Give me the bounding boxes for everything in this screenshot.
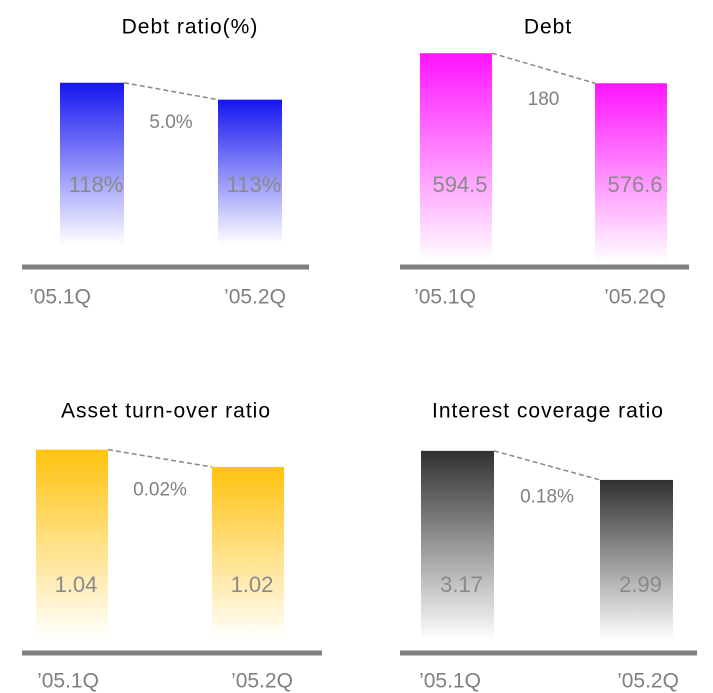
chart-title: Asset turn-over ratio [61,400,271,423]
bar [595,83,667,263]
value-label: 594.5 [432,172,487,197]
x-tick-label: ’05.1Q [414,286,476,309]
bar [212,466,284,640]
annotation: 180 [528,89,560,110]
value-label: 1.04 [55,572,98,597]
connector [491,52,596,84]
value-label: 1.02 [231,572,274,597]
value-label: 3.17 [440,572,483,597]
bar [60,82,124,245]
chart-title: Debt ratio(%) [122,16,259,39]
bar [36,449,108,640]
value-label: 118% [69,172,124,197]
bar [421,450,494,640]
bar [600,479,673,640]
chart-title: Interest coverage ratio [432,400,664,423]
x-tick-label: ’05.2Q [231,670,293,693]
annotation: 0.18% [520,486,574,507]
annotation: 5.0% [149,112,192,133]
bar [218,99,282,245]
connector [107,448,213,468]
bar [420,53,492,262]
value-label: 576.6 [607,172,662,197]
x-tick-label: ’05.2Q [224,286,286,309]
chart-title: Debt [524,16,572,39]
x-tick-label: ’05.2Q [604,286,666,309]
connector [123,82,219,101]
value-label: 113% [227,172,282,197]
x-tick-label: ’05.1Q [419,670,481,693]
annotation: 0.02% [133,479,187,500]
connector [493,450,601,481]
x-tick-label: ’05.1Q [29,286,91,309]
value-label: 2.99 [619,572,662,597]
x-tick-label: ’05.1Q [37,670,99,693]
x-tick-label: ’05.2Q [617,670,679,693]
